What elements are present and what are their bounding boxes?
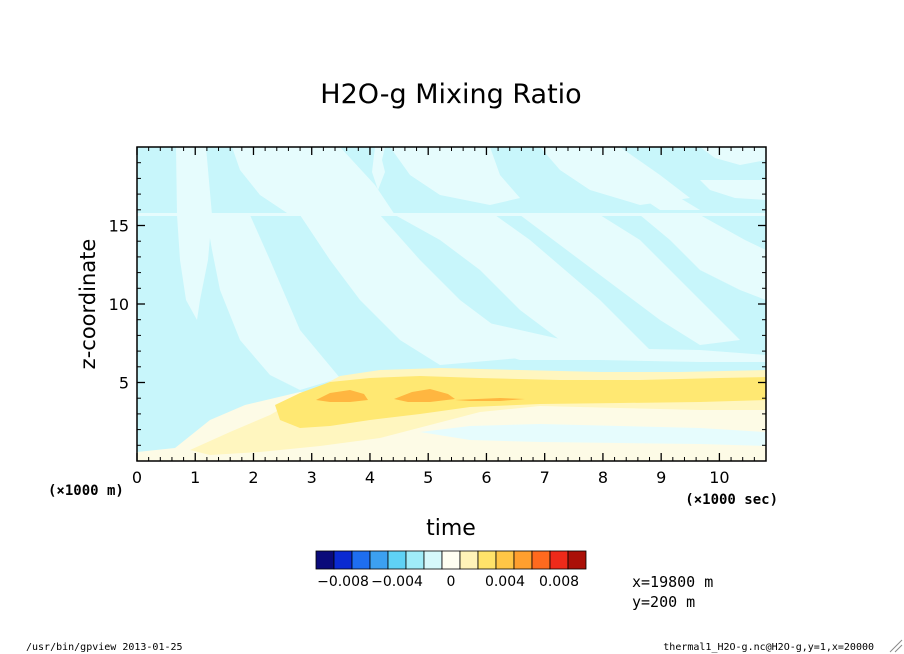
colorbar-swatch bbox=[477, 550, 497, 570]
colorbar-swatch bbox=[513, 550, 533, 570]
annotation-y: y=200 m bbox=[632, 593, 695, 611]
colorbar-swatch bbox=[333, 550, 353, 570]
y-tick-label: 15 bbox=[109, 217, 129, 236]
x-tick-label: 5 bbox=[423, 468, 433, 487]
colorbar-swatch bbox=[423, 550, 443, 570]
x-axis-label: time bbox=[426, 516, 476, 541]
y-tick-label: 5 bbox=[119, 374, 129, 393]
colorbar-tick-label: 0.004 bbox=[485, 574, 525, 590]
colorbar-swatch bbox=[369, 550, 389, 570]
colorbar: −0.008 −0.004 0 0.004 0.008 bbox=[315, 550, 587, 590]
heatmap-field bbox=[137, 147, 766, 461]
x-tick-label: 10 bbox=[709, 468, 729, 487]
y-tick-label: 10 bbox=[109, 295, 129, 314]
pale-bands bbox=[176, 147, 766, 390]
annotation-x: x=19800 m bbox=[632, 573, 713, 591]
colorbar-swatch bbox=[387, 550, 407, 570]
surface-inner-cyan bbox=[420, 424, 766, 446]
x-tick-label: 6 bbox=[481, 468, 491, 487]
colorbar-tick-label: 0 bbox=[447, 574, 456, 590]
y-axis-label: z-coordinate bbox=[76, 239, 100, 370]
colorbar-swatch bbox=[567, 550, 587, 570]
x-unit-label: (×1000 sec) bbox=[685, 492, 778, 508]
footer-left: /usr/bin/gpview 2013-01-25 bbox=[26, 642, 183, 653]
orange-maxima bbox=[316, 389, 525, 402]
colorbar-tick-label: −0.008 bbox=[317, 574, 369, 590]
colorbar-swatch bbox=[459, 550, 479, 570]
footer-right: thermal1_H2O-g.nc@H2O-g,y=1,x=20000 bbox=[663, 642, 874, 653]
x-tick-label: 0 bbox=[132, 468, 142, 487]
x-tick-label: 2 bbox=[248, 468, 258, 487]
colorbar-swatch bbox=[531, 550, 551, 570]
colorbar-swatch bbox=[315, 550, 335, 570]
x-tick-label: 4 bbox=[365, 468, 375, 487]
x-tick-label: 1 bbox=[190, 468, 200, 487]
colorbar-tick-label: −0.004 bbox=[371, 574, 423, 590]
yellow-layer bbox=[275, 376, 766, 428]
x-tick-label: 9 bbox=[656, 468, 666, 487]
colorbar-swatch bbox=[405, 550, 425, 570]
x-tick-label: 7 bbox=[540, 468, 550, 487]
colorbar-swatch bbox=[495, 550, 515, 570]
interface-line bbox=[137, 213, 766, 216]
x-tick-label: 3 bbox=[307, 468, 317, 487]
y-unit-label: (×1000 m) bbox=[48, 483, 124, 499]
colorbar-tick-label: 0.008 bbox=[539, 574, 579, 590]
colorbar-swatch bbox=[549, 550, 569, 570]
chart-title: H2O-g Mixing Ratio bbox=[320, 79, 581, 110]
colorbar-swatch bbox=[441, 550, 461, 570]
colorbar-swatch bbox=[351, 550, 371, 570]
x-tick-label: 8 bbox=[598, 468, 608, 487]
resize-grip-icon bbox=[889, 639, 903, 653]
axes: 0 1 2 3 4 5 6 7 8 9 10 5 10 15 bbox=[109, 147, 767, 487]
